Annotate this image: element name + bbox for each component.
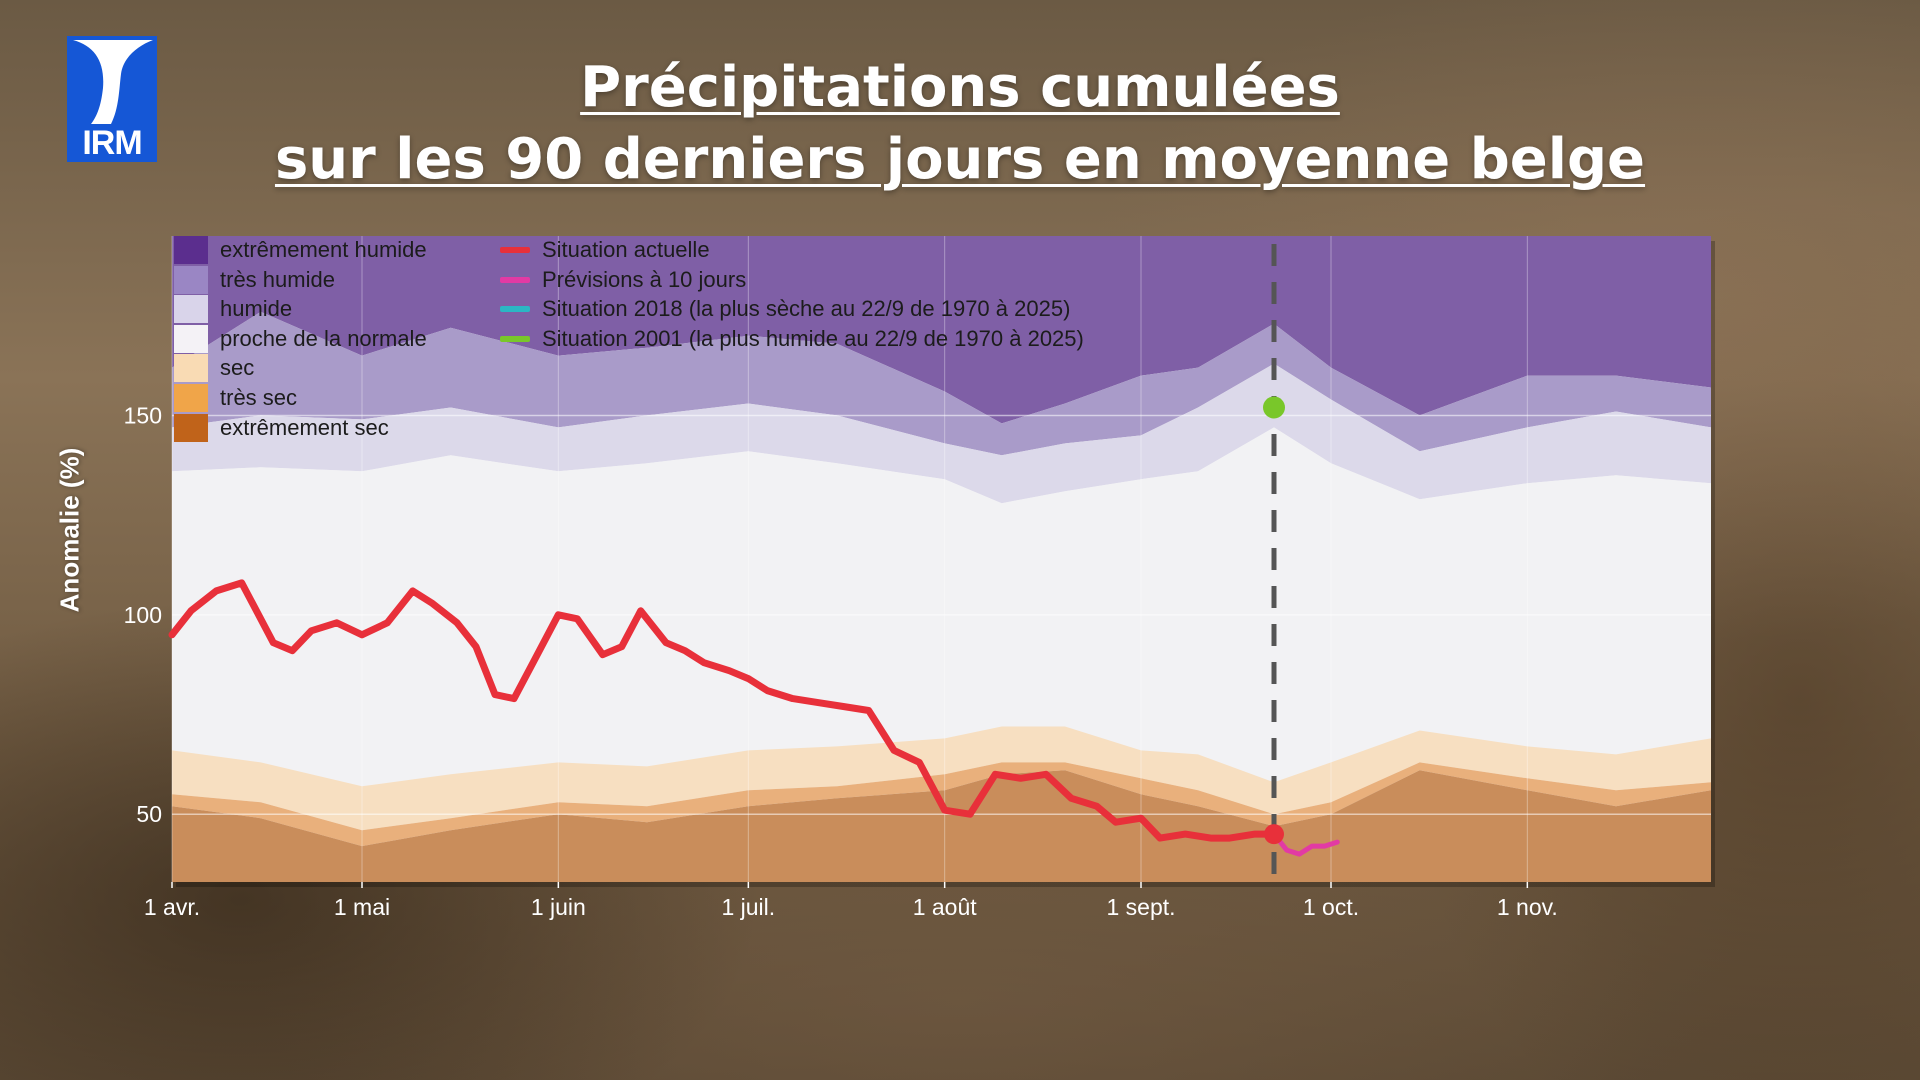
band-dry — [172, 726, 1711, 831]
legend-label: extrêmement humide — [220, 237, 427, 262]
y-tick-label-150: 150 — [124, 402, 162, 428]
x-tick-label-6: 1 oct. — [1303, 894, 1359, 920]
x-tick-label-4: 1 août — [913, 894, 978, 920]
marker-situation-2001 — [1263, 396, 1285, 419]
x-tick-label-0: 1 avr. — [144, 894, 200, 920]
x-tick-label-7: 1 nov. — [1497, 894, 1558, 920]
x-tick-label-2: 1 juin — [531, 894, 586, 920]
legend-label: Situation actuelle — [542, 237, 710, 262]
y-axis-title: Anomalie (%) — [54, 447, 85, 613]
y-axis-title-wrap: Anomalie (%) — [40, 390, 100, 670]
legend-swatch — [174, 354, 208, 383]
legend-label: humide — [220, 296, 293, 322]
legend-swatch — [174, 236, 208, 264]
series-line-previsions — [1271, 831, 1340, 857]
band-very-wet — [172, 311, 1711, 456]
legend-label: Prévisions à 10 jours — [542, 266, 747, 292]
title-line-1: Précipitations cumulées — [580, 55, 1340, 120]
band-extremely-dry — [172, 770, 1711, 882]
x-tick-label-1: 1 mai — [334, 894, 390, 920]
legend-label: Situation 2001 (la plus humide au 22/9 d… — [542, 325, 1084, 351]
legend-swatch — [174, 324, 208, 353]
legend-label: très sec — [220, 385, 298, 410]
band-normal — [172, 427, 1711, 787]
legend-label: extrêmement sec — [220, 414, 389, 440]
legend-label: proche de la normale — [220, 325, 427, 351]
legend-swatch — [174, 295, 208, 324]
marker-situation-actuelle — [1264, 824, 1284, 845]
logo-text: IRM — [82, 124, 142, 162]
band-wet — [172, 363, 1711, 504]
legend-swatch — [174, 265, 208, 294]
band-extremely-wet — [172, 236, 1711, 424]
x-tick-label-3: 1 juil. — [721, 894, 775, 920]
x-tick-label-5: 1 sept. — [1106, 894, 1175, 920]
legend-line-swatch — [500, 276, 530, 283]
legend-label: très humide — [220, 266, 335, 292]
y-tick-label-100: 100 — [124, 602, 162, 628]
irm-logo: IRM — [67, 36, 157, 162]
legend-line-swatch — [500, 306, 530, 313]
band-very-dry — [172, 762, 1711, 847]
legend-swatch — [174, 384, 208, 412]
legend-label: Situation 2018 (la plus sèche au 22/9 de… — [542, 296, 1071, 322]
legend-label: sec — [220, 355, 255, 381]
legend-swatch — [174, 413, 208, 442]
title-line-2: sur les 90 derniers jours en moyenne bel… — [274, 127, 1646, 192]
page-title: Précipitations cumulées sur les 90 derni… — [160, 52, 1760, 196]
legend-line-swatch — [500, 247, 530, 253]
legend-line-swatch — [500, 335, 530, 342]
irm-logo-swoosh-icon — [73, 40, 153, 124]
y-tick-label-50: 50 — [136, 801, 162, 827]
series-line-situation-actuelle — [168, 579, 1278, 842]
